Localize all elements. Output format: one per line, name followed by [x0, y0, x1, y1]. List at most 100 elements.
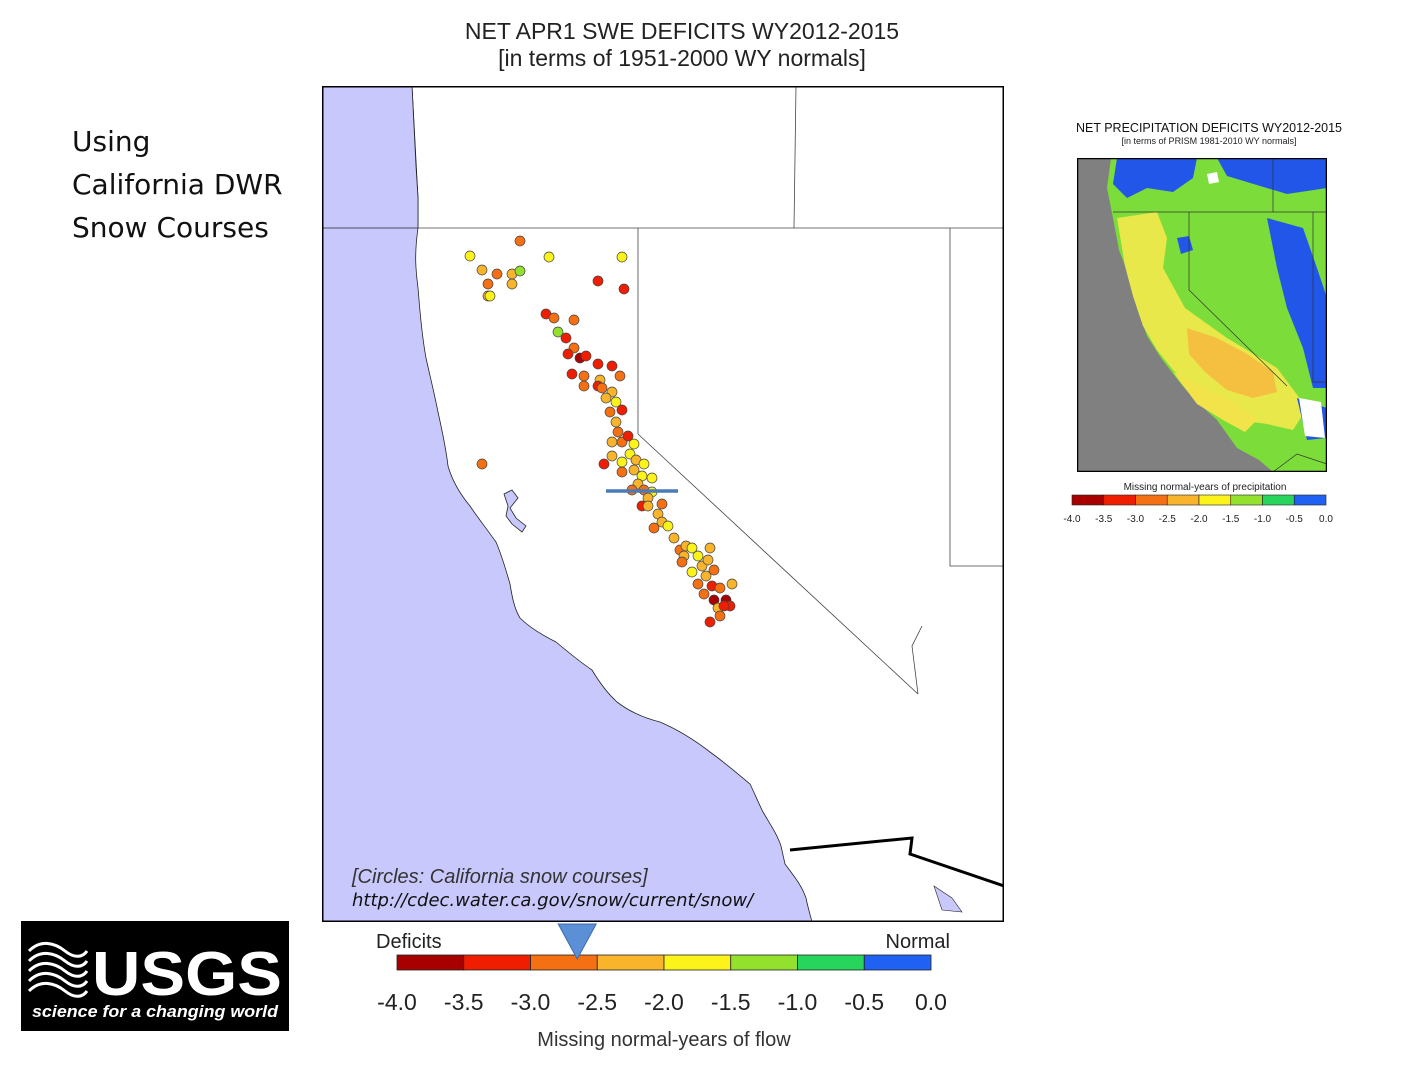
snow-course-marker: [648, 522, 660, 534]
legend-tick-label: -1.5: [711, 989, 751, 1015]
snow-course-marker: [676, 556, 688, 568]
inset-orange-zone: [1187, 328, 1277, 398]
legend-swatch: [463, 954, 531, 971]
snow-course-marker: [606, 436, 618, 448]
snow-course-marker: [600, 392, 612, 404]
snow-course-marker: [596, 382, 608, 394]
legend-tick-label: -2.0: [644, 989, 684, 1015]
legend-tick-labels: -4.0 -3.5 -3.0 -2.5 -2.0 -1.5 -1.0 -0.5 0.0: [377, 989, 947, 1015]
snow-course-marker: [514, 235, 526, 247]
inset-legend-tick-labels: -4.0 -3.5 -3.0 -2.5 -2.0 -1.5 -1.0 -0.5 0.0: [1063, 514, 1333, 525]
bay-inlet: [503, 489, 527, 533]
inset-legend-swatch: [1198, 494, 1232, 506]
snow-course-marker: [514, 265, 526, 277]
snow-course-marker: [642, 500, 654, 512]
snow-course-marker: [548, 312, 560, 324]
snow-course-marker: [700, 570, 712, 582]
snow-course-marker: [610, 416, 622, 428]
snow-course-marker: [616, 466, 628, 478]
usgs-logo-background: [21, 921, 289, 1031]
snow-course-marker: [604, 406, 616, 418]
snow-course-marker: [692, 578, 704, 590]
snow-course-marker: [656, 498, 668, 510]
snow-course-marker: [562, 348, 574, 360]
snow-course-marker: [714, 610, 726, 622]
snow-course-marker: [484, 290, 496, 302]
inset-legend-tick-label: -0.5: [1286, 514, 1304, 525]
snow-course-marker: [704, 542, 716, 554]
legend-tick-label: -3.5: [444, 989, 484, 1015]
snow-course-marker: [592, 275, 604, 287]
snow-course-marker: [482, 278, 494, 290]
snow-course-marker: [616, 404, 628, 416]
snow-course-marker: [698, 588, 710, 600]
inset-legend-swatch: [1293, 494, 1327, 506]
inset-legend-tick-label: -2.5: [1159, 514, 1177, 525]
snow-course-marker: [686, 566, 698, 578]
legend-left-label: Deficits: [376, 931, 442, 953]
side-caption-line3: Snow Courses: [72, 211, 269, 244]
legend-tick-label: -2.5: [577, 989, 617, 1015]
inset-legend-tick-label: -4.0: [1063, 514, 1081, 525]
inset-legend-tick-label: -1.0: [1254, 514, 1272, 525]
snow-course-marker: [726, 578, 738, 590]
snow-course-marker: [598, 458, 610, 470]
legend-tick-label: -1.0: [778, 989, 818, 1015]
side-caption-line1: Using: [72, 125, 151, 158]
inset-legend-swatch: [1262, 494, 1295, 506]
snow-course-marker: [560, 332, 572, 344]
legend-tick-label: 0.0: [915, 989, 947, 1015]
main-legend: Deficits Normal -4.0 -3.5 -3.0 -2.5 -2.0 -1.5…: [376, 923, 950, 1051]
snow-course-marker: [568, 314, 580, 326]
inset-subtitle: [in terms of PRISM 1981-2010 WY normals]: [1121, 136, 1297, 146]
main-title-line1: NET APR1 SWE DEFICITS WY2012-2015: [464, 18, 900, 44]
snow-course-marker: [543, 251, 555, 263]
inset-legend-swatch: [1071, 494, 1105, 506]
snow-course-marker: [476, 264, 488, 276]
snow-course-marker: [580, 350, 592, 362]
main-swe-map: [322, 86, 1004, 922]
inset-frame: [1077, 158, 1327, 472]
snow-course-marker: [506, 278, 518, 290]
legend-swatch: [596, 954, 665, 971]
snow-course-marker: [638, 458, 650, 470]
inset-legend: Missing normal-years of precipitation -4…: [1063, 482, 1333, 525]
snow-course-marker: [616, 456, 628, 468]
snow-course-marker: [692, 550, 704, 562]
snow-course-marker: [708, 564, 720, 576]
inset-legend-swatch: [1103, 494, 1136, 506]
legend-color-bar: [396, 954, 932, 971]
inset-legend-swatch: [1135, 494, 1168, 506]
snow-course-marker: [606, 360, 618, 372]
legend-tick-label: -0.5: [844, 989, 884, 1015]
main-map-ocean-north: [322, 86, 419, 229]
inset-title: NET PRECIPITATION DEFICITS WY2012-2015: [1075, 121, 1343, 135]
island-shape: [933, 885, 963, 913]
snow-course-marker: [702, 554, 714, 566]
usgs-logo-tagline: science for a changing world: [32, 1002, 279, 1021]
inset-legend-label: Missing normal-years of precipitation: [1124, 482, 1287, 493]
inset-legend-tick-label: -3.0: [1127, 514, 1145, 525]
legend-swatch: [730, 954, 798, 971]
state-borders: [418, 86, 1004, 695]
snow-course-marker: [704, 616, 716, 628]
snow-course-marker: [628, 464, 640, 476]
main-map-frame: [322, 86, 1004, 922]
main-map-title: NET APR1 SWE DEFICITS WY2012-2015 [in te…: [322, 18, 1042, 72]
snow-course-marker: [566, 368, 578, 380]
snow-course-marker: [552, 326, 564, 338]
legend-swatch: [396, 954, 465, 971]
legend-right-label: Normal: [886, 931, 950, 953]
snow-course-marker: [622, 430, 634, 442]
snow-course-marker: [628, 438, 640, 450]
legend-axis-label: Missing normal-years of flow: [537, 1029, 791, 1051]
usgs-logo: USGS science for a changing world: [21, 921, 289, 1031]
inset-borders: [1113, 158, 1327, 472]
inset-legend-swatch: [1166, 494, 1200, 506]
legend-swatch: [530, 954, 598, 971]
snow-course-marker: [614, 370, 626, 382]
snow-course-marker: [662, 520, 674, 532]
legend-marker-triangle: [557, 923, 598, 961]
snow-course-marker: [592, 358, 604, 370]
source-url-link[interactable]: http://cdec.water.ca.gov/snow/current/sn…: [352, 890, 754, 911]
